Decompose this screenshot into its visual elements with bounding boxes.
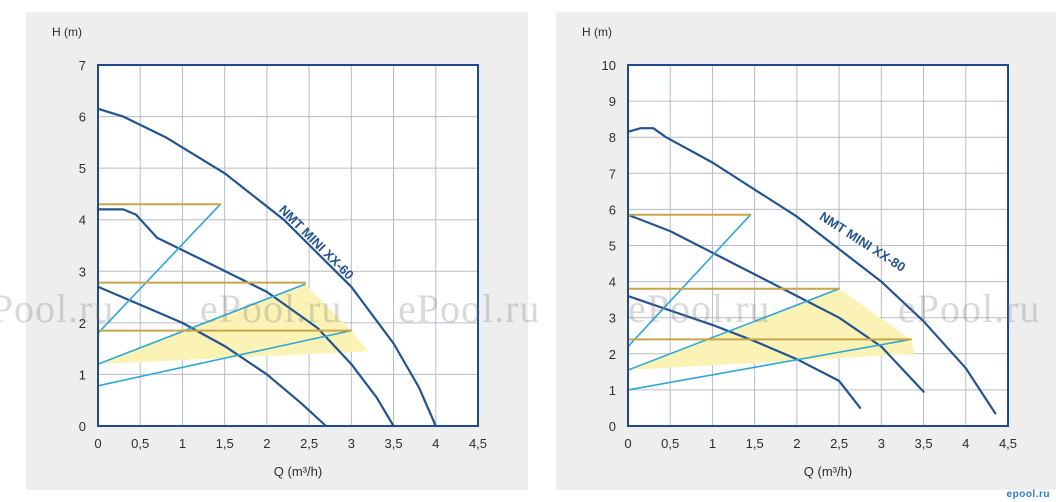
system-line [97, 203, 222, 334]
x-tick-label: 0,5 [131, 436, 149, 451]
pump-curve [626, 127, 997, 415]
y-tick-label: 0 [79, 419, 86, 434]
plot-frame [97, 64, 479, 427]
chart-panel-left: 0 0,5 1 1,5 2 2,5 3 3,5 4 4,5 0 1 2 3 4 5 6 7 H (m) Q (m³/h… [26, 12, 528, 490]
system-line [627, 338, 912, 391]
plot-frame [627, 64, 1009, 427]
y-tick-label: 6 [609, 202, 616, 217]
x-axis-label: Q (m³/h) [274, 464, 322, 479]
chart-panel-right: 0 0,5 1 1,5 2 2,5 3 3,5 4 4,5 0 1 2 3 4 5 6 7 8 9 10 H (m) Q (… [556, 12, 1056, 490]
watermark: ePool.ru [0, 286, 115, 331]
watermark: ePool.ru [200, 286, 343, 331]
plot-area [98, 65, 478, 426]
y-tick-label: 2 [609, 347, 616, 362]
x-tick-label: 3,5 [915, 436, 933, 451]
x-tick-label: 0 [624, 436, 631, 451]
system-line [627, 288, 840, 371]
x-tick-label: 3,5 [385, 436, 403, 451]
y-tick-label: 3 [609, 311, 616, 326]
pump-curve [626, 213, 925, 393]
x-tick-label: 1 [179, 436, 186, 451]
chart-left: 0 0,5 1 1,5 2 2,5 3 3,5 4 4,5 0 1 2 3 4 5 6 7 H (m) Q (m³/h… [52, 25, 487, 479]
y-tick-label: 1 [79, 367, 86, 382]
y-tick-label: 2 [79, 316, 86, 331]
y-tick-label: 8 [609, 130, 616, 145]
x-tick-label: 1,5 [746, 436, 764, 451]
chart-right: 0 0,5 1 1,5 2 2,5 3 3,5 4 4,5 0 1 2 3 4 5 6 7 8 9 10 H (m) Q (… [582, 25, 1017, 479]
x-tick-label: 4,5 [999, 436, 1017, 451]
y-tick-label: 6 [79, 110, 86, 125]
x-tick-label: 0 [94, 436, 101, 451]
y-tick-label: 7 [609, 166, 616, 181]
efficiency-zone [98, 284, 369, 365]
y-tick-label: 5 [79, 161, 86, 176]
system-line [97, 329, 353, 387]
y-tick-label: 9 [609, 94, 616, 109]
x-tick-label: 2,5 [300, 436, 318, 451]
y-tick-label: 3 [79, 264, 86, 279]
y-tick-label: 10 [602, 58, 616, 73]
y-tick-label: 4 [79, 213, 86, 228]
x-tick-label: 3 [878, 436, 885, 451]
system-line [627, 214, 752, 348]
x-tick-label: 4 [962, 436, 969, 451]
efficiency-zone [628, 288, 916, 370]
pump-curve [96, 107, 437, 428]
y-tick-label: 4 [609, 275, 616, 290]
system-line [97, 283, 306, 365]
y-axis-label: H (m) [582, 25, 612, 39]
y-tick-label: 7 [79, 58, 86, 73]
x-tick-label: 3 [348, 436, 355, 451]
x-tick-label: 2,5 [830, 436, 848, 451]
watermark: ePool.ru [628, 286, 771, 331]
pump-curve [96, 208, 395, 428]
pump-curve [626, 294, 862, 409]
y-tick-label: 0 [609, 419, 616, 434]
watermark: ePool.ru [398, 286, 541, 331]
y-tick-label: 1 [609, 383, 616, 398]
x-tick-label: 2 [263, 436, 270, 451]
x-tick-label: 1 [709, 436, 716, 451]
y-tick-label: 5 [609, 239, 616, 254]
y-axis-label: H (m) [52, 25, 82, 39]
x-tick-label: 2 [793, 436, 800, 451]
x-axis-label: Q (m³/h) [804, 464, 852, 479]
x-tick-label: 0,5 [661, 436, 679, 451]
pump-curve [96, 285, 328, 428]
x-tick-label: 4,5 [469, 436, 487, 451]
watermark: ePool.ru [898, 286, 1041, 331]
brand-logo: epool.ru [1006, 489, 1050, 500]
x-tick-label: 4 [432, 436, 439, 451]
x-tick-label: 1,5 [216, 436, 234, 451]
